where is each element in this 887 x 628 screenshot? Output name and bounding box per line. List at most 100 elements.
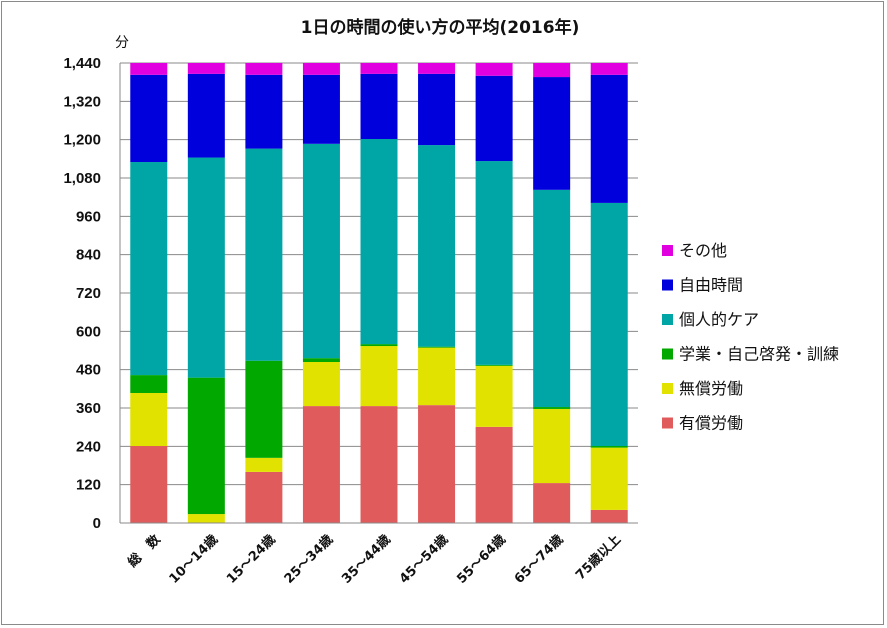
bar-segment: [302, 63, 340, 75]
y-tick-label: 600: [76, 323, 101, 340]
bar-segment: [533, 483, 571, 523]
bar-segment: [302, 143, 340, 359]
legend-item: 無償労働: [662, 379, 743, 398]
legend-item: 学業・自己啓発・訓練: [662, 345, 839, 364]
y-tick-label: 360: [76, 400, 101, 417]
bar-segment: [533, 189, 571, 408]
y-tick-label: 1,320: [63, 93, 101, 110]
y-tick-label: 720: [76, 285, 101, 302]
bar-segment: [475, 75, 513, 162]
bar-segment: [533, 77, 571, 190]
bar-segment: [418, 347, 456, 406]
legend-item: 有償労働: [662, 414, 743, 433]
x-tick-label: 45～54歳: [396, 532, 451, 587]
bar-segment: [533, 63, 571, 78]
bar-segment: [418, 73, 456, 146]
bar-segment: [360, 63, 398, 74]
bar-segment: [590, 202, 628, 447]
bar-group: [418, 63, 456, 523]
bar-group: [130, 63, 168, 523]
y-axis-unit-label: 分: [115, 35, 129, 51]
y-tick-label: 1,440: [63, 55, 101, 72]
bar-segment: [590, 63, 628, 75]
x-tick-label: 15～24歳: [223, 532, 278, 587]
bar-segment: [245, 457, 283, 472]
bar-segment: [360, 344, 398, 347]
bar-segment: [302, 362, 340, 407]
x-tick-label: 55～64歳: [454, 532, 509, 587]
legend-swatch: [662, 245, 673, 256]
bar-segment: [590, 446, 628, 448]
bar-segment: [245, 471, 283, 523]
legend-swatch: [662, 417, 673, 429]
y-tick-label: 1,200: [63, 132, 101, 149]
bar-segment: [590, 74, 628, 203]
bar-segment: [187, 157, 225, 378]
legend-label: その他: [679, 241, 727, 260]
bar-segment: [590, 447, 628, 510]
legend-swatch: [662, 279, 673, 291]
bar-segment: [245, 360, 283, 458]
legend-label: 自由時間: [679, 276, 743, 295]
bar-segment: [187, 514, 225, 523]
legend-label: 個人的ケア: [679, 310, 759, 329]
chart-title: 1日の時間の使い方の平均(2016年): [301, 17, 580, 38]
legend-label: 学業・自己啓発・訓練: [679, 345, 839, 364]
bar-group: [533, 63, 571, 523]
bar-segment: [475, 364, 513, 366]
y-tick-label: 120: [76, 477, 101, 494]
bar-segment: [475, 426, 513, 523]
bar-group: [590, 63, 628, 523]
bar-segment: [130, 63, 168, 75]
legend-label: 無償労働: [679, 379, 743, 398]
bar-group: [187, 63, 225, 523]
bar-segment: [533, 407, 571, 409]
bar-group: [245, 63, 283, 523]
legend-item: その他: [662, 241, 727, 260]
legend-swatch: [662, 314, 673, 325]
bar-segment: [187, 377, 225, 515]
bar-segment: [130, 375, 168, 393]
legend-item: 自由時間: [662, 276, 743, 295]
bar-segment: [130, 74, 168, 163]
y-tick-label: 840: [76, 247, 101, 264]
bar-segment: [245, 63, 283, 75]
y-tick-label: 480: [76, 362, 101, 379]
x-tick-label: 35～44歳: [339, 532, 394, 587]
bar-segment: [360, 139, 398, 345]
legend-item: 個人的ケア: [662, 310, 759, 329]
bar-segment: [187, 63, 225, 74]
x-tick-label: 10～14歳: [166, 532, 221, 587]
y-tick-label: 0: [93, 515, 101, 532]
bar-segment: [130, 162, 168, 376]
legend-swatch: [662, 348, 673, 360]
legend-swatch: [662, 383, 673, 394]
x-tick-label: 25～34歳: [281, 532, 336, 587]
bar-segment: [418, 63, 456, 74]
y-tick-label: 960: [76, 208, 101, 225]
bar-group: [475, 63, 513, 523]
bar-group: [302, 63, 340, 523]
bar-segment: [302, 406, 340, 523]
bar-segment: [360, 406, 398, 523]
y-tick-label: 240: [76, 438, 101, 455]
bar-segment: [302, 74, 340, 144]
bar-segment: [245, 148, 283, 361]
bar-segment: [302, 358, 340, 362]
axes: [119, 63, 638, 524]
bar-segment: [245, 74, 283, 149]
bar-segment: [475, 161, 513, 365]
x-axis-ticks: 総 数 10～14歳 15～24歳 25～34歳 35～44歳 45～54歳 55～64歳 6…: [125, 531, 624, 587]
y-axis-ticks: 0 120 240 360 480 600 720 840 960 1,080 1,200 1,320…: [63, 55, 101, 532]
bar-segment: [590, 509, 628, 523]
bar-group: [360, 63, 398, 523]
x-tick-label: 75歳以上: [572, 532, 624, 584]
bar-segment: [533, 408, 571, 484]
bar-segment: [475, 63, 513, 76]
y-tick-label: 1,080: [63, 170, 101, 187]
bar-segment: [418, 346, 456, 348]
bar-segment: [418, 405, 456, 523]
